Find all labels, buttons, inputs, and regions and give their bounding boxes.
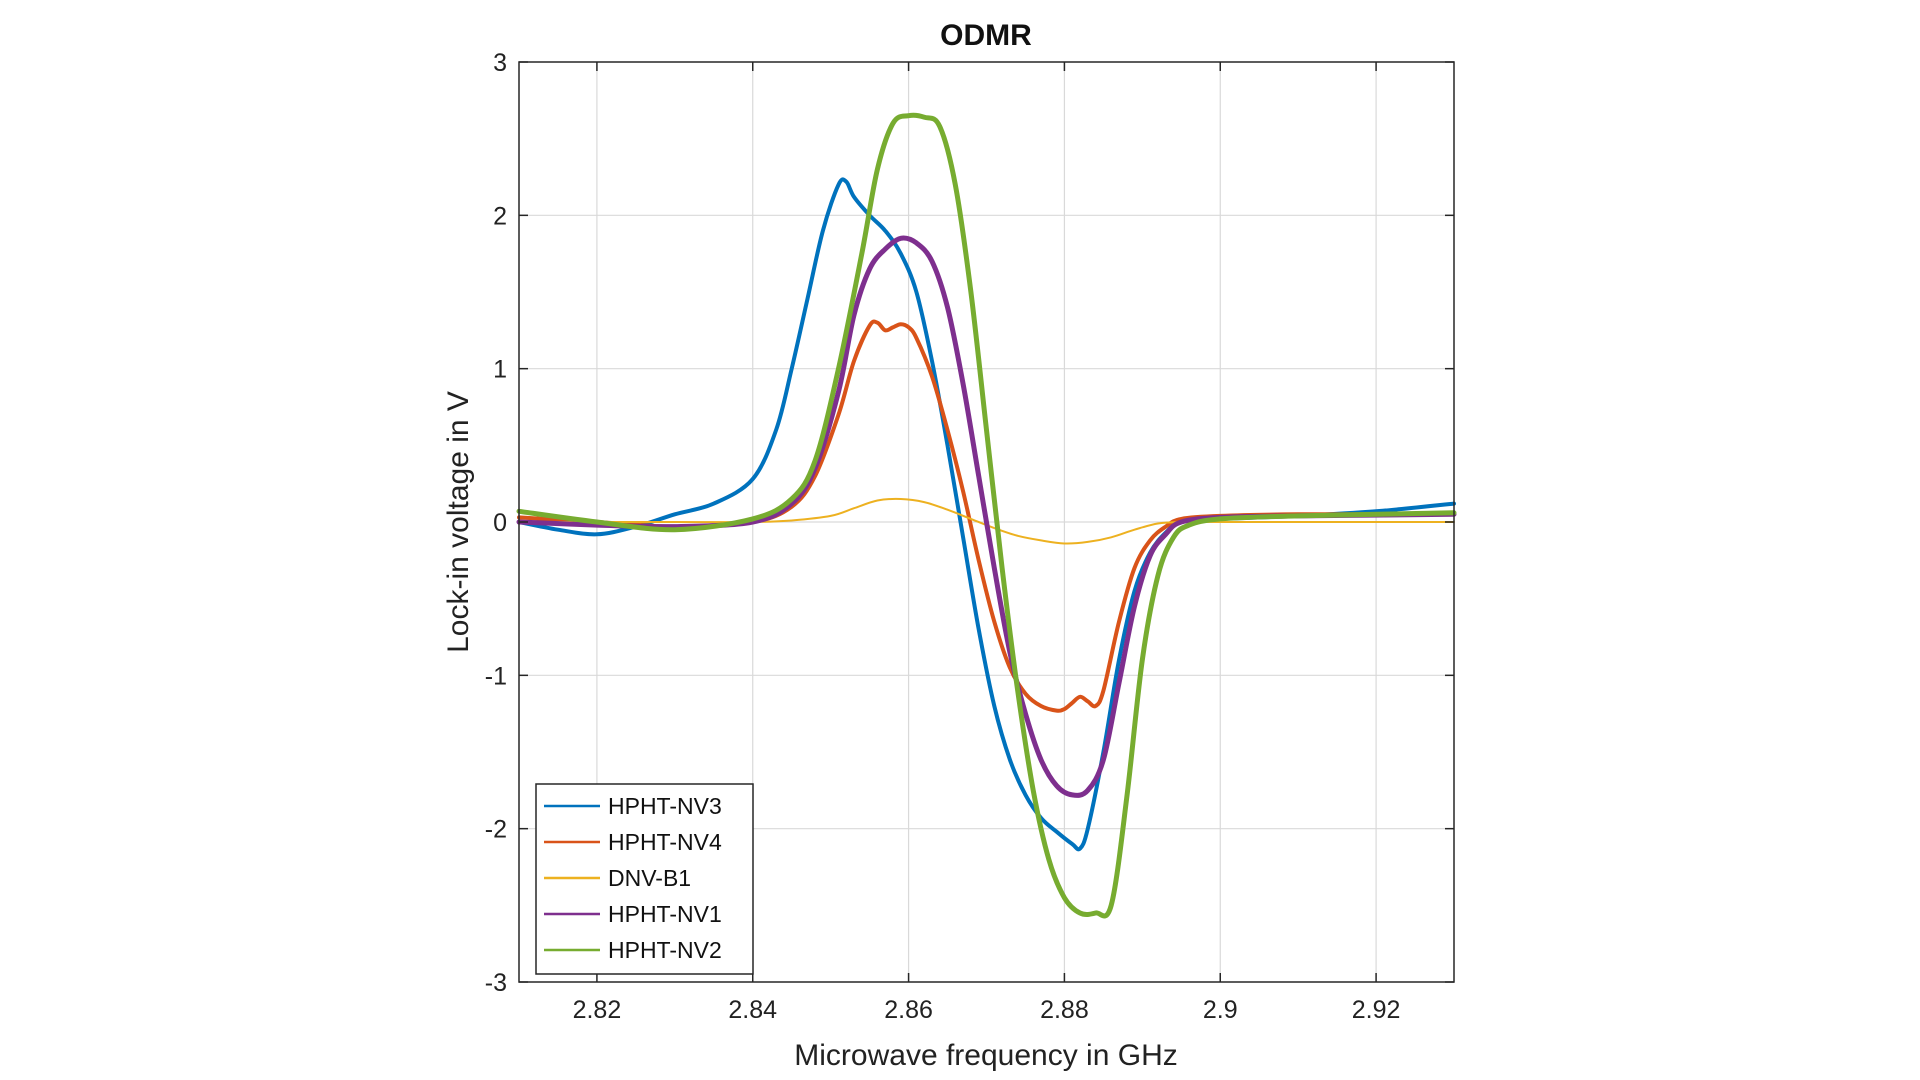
legend-label: HPHT-NV1 [608, 901, 722, 927]
legend-label: HPHT-NV4 [608, 829, 722, 855]
legend-label: HPHT-NV2 [608, 937, 722, 963]
x-tick-label: 2.88 [1040, 996, 1089, 1024]
tick-marks [519, 61, 1454, 983]
x-axis-label: Microwave frequency in GHz [794, 1039, 1177, 1072]
y-tick-label: 3 [493, 49, 507, 77]
series-line-hpht-nv1 [516, 235, 1457, 798]
chart-title: ODMR [940, 19, 1032, 52]
legend-label: HPHT-NV3 [608, 793, 722, 819]
x-tick-label: 2.92 [1352, 996, 1401, 1024]
y-axis-label: Lock-in voltage in V [442, 391, 475, 653]
series-layer [516, 112, 1457, 919]
legend-label: DNV-B1 [608, 865, 691, 891]
y-tick-label: -3 [485, 969, 507, 997]
series-line-hpht-nv2 [516, 112, 1457, 919]
series-line-hpht-nv4 [517, 319, 1456, 713]
y-tick-label: -1 [485, 662, 507, 690]
y-tick-label: 0 [493, 509, 507, 537]
x-tick-label: 2.9 [1203, 996, 1238, 1024]
legend: HPHT-NV3 HPHT-NV4 DNV-B1 HPHT-NV1 HPHT-NV2 [535, 783, 754, 975]
x-tick-label: 2.84 [728, 996, 777, 1024]
x-tick-label: 2.86 [884, 996, 933, 1024]
x-tick-label: 2.82 [573, 996, 622, 1024]
tick-labels: 2.82 2.84 2.86 2.88 2.9 2.92 -3 -2 -1 0 1 2 3 [485, 49, 1401, 1024]
y-tick-label: -2 [485, 816, 507, 844]
y-tick-label: 1 [493, 356, 507, 384]
y-tick-label: 2 [493, 202, 507, 230]
